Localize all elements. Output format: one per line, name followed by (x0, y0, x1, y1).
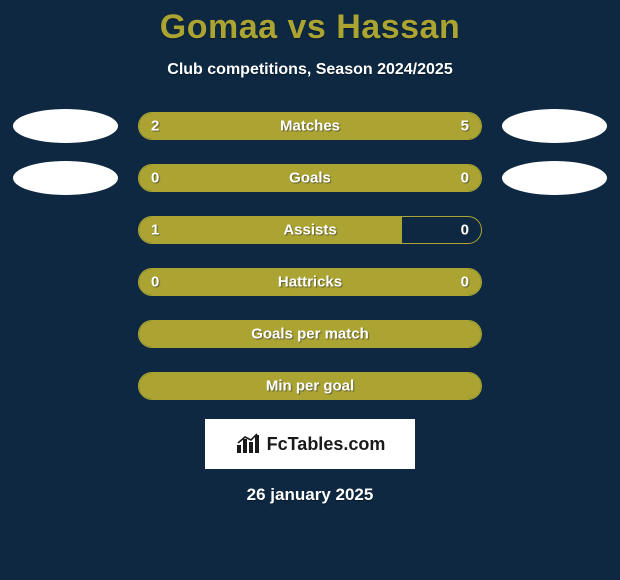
stat-left-value: 0 (151, 274, 159, 291)
stat-row: Goals per match (10, 317, 610, 351)
logo-text: FcTables.com (267, 434, 386, 455)
stat-left-value: 2 (151, 118, 159, 135)
player1-badge (13, 109, 118, 143)
stat-left-value: 0 (151, 170, 159, 187)
stat-right-value: 5 (461, 118, 469, 135)
stat-row: Min per goal (10, 369, 610, 403)
stat-label: Min per goal (266, 378, 354, 395)
stat-bar: 2 5 Matches (138, 112, 482, 140)
stat-label: Goals per match (251, 326, 369, 343)
stat-bar: 0 0 Goals (138, 164, 482, 192)
stat-label: Goals (289, 170, 331, 187)
stat-row: 1 0 Assists (10, 213, 610, 247)
stat-label: Matches (280, 118, 340, 135)
stat-row: 0 0 Hattricks (10, 265, 610, 299)
stat-row: 2 5 Matches (10, 109, 610, 143)
player2-badge (502, 109, 607, 143)
stat-row: 0 0 Goals (10, 161, 610, 195)
stat-right-value: 0 (461, 222, 469, 239)
stat-label: Assists (283, 222, 336, 239)
player1-badge (13, 161, 118, 195)
stat-bar: Min per goal (138, 372, 482, 400)
fctables-logo-icon (235, 433, 261, 455)
stat-left-value: 1 (151, 222, 159, 239)
stat-bar: Goals per match (138, 320, 482, 348)
player2-badge (502, 161, 607, 195)
stat-right-value: 0 (461, 274, 469, 291)
logo-box: FcTables.com (205, 419, 415, 469)
page-title: Gomaa vs Hassan (160, 8, 460, 47)
stat-rows: 2 5 Matches 0 0 Goals 1 0 Assists 0 0 Hattricks Goal… (0, 109, 620, 403)
stat-bar: 0 0 Hattricks (138, 268, 482, 296)
stat-label: Hattricks (278, 274, 342, 291)
stat-right-value: 0 (461, 170, 469, 187)
bar-fill-left (139, 217, 402, 243)
footer-date: 26 january 2025 (247, 485, 374, 505)
bar-fill-right (237, 113, 481, 139)
page-subtitle: Club competitions, Season 2024/2025 (167, 61, 452, 79)
stat-bar: 1 0 Assists (138, 216, 482, 244)
